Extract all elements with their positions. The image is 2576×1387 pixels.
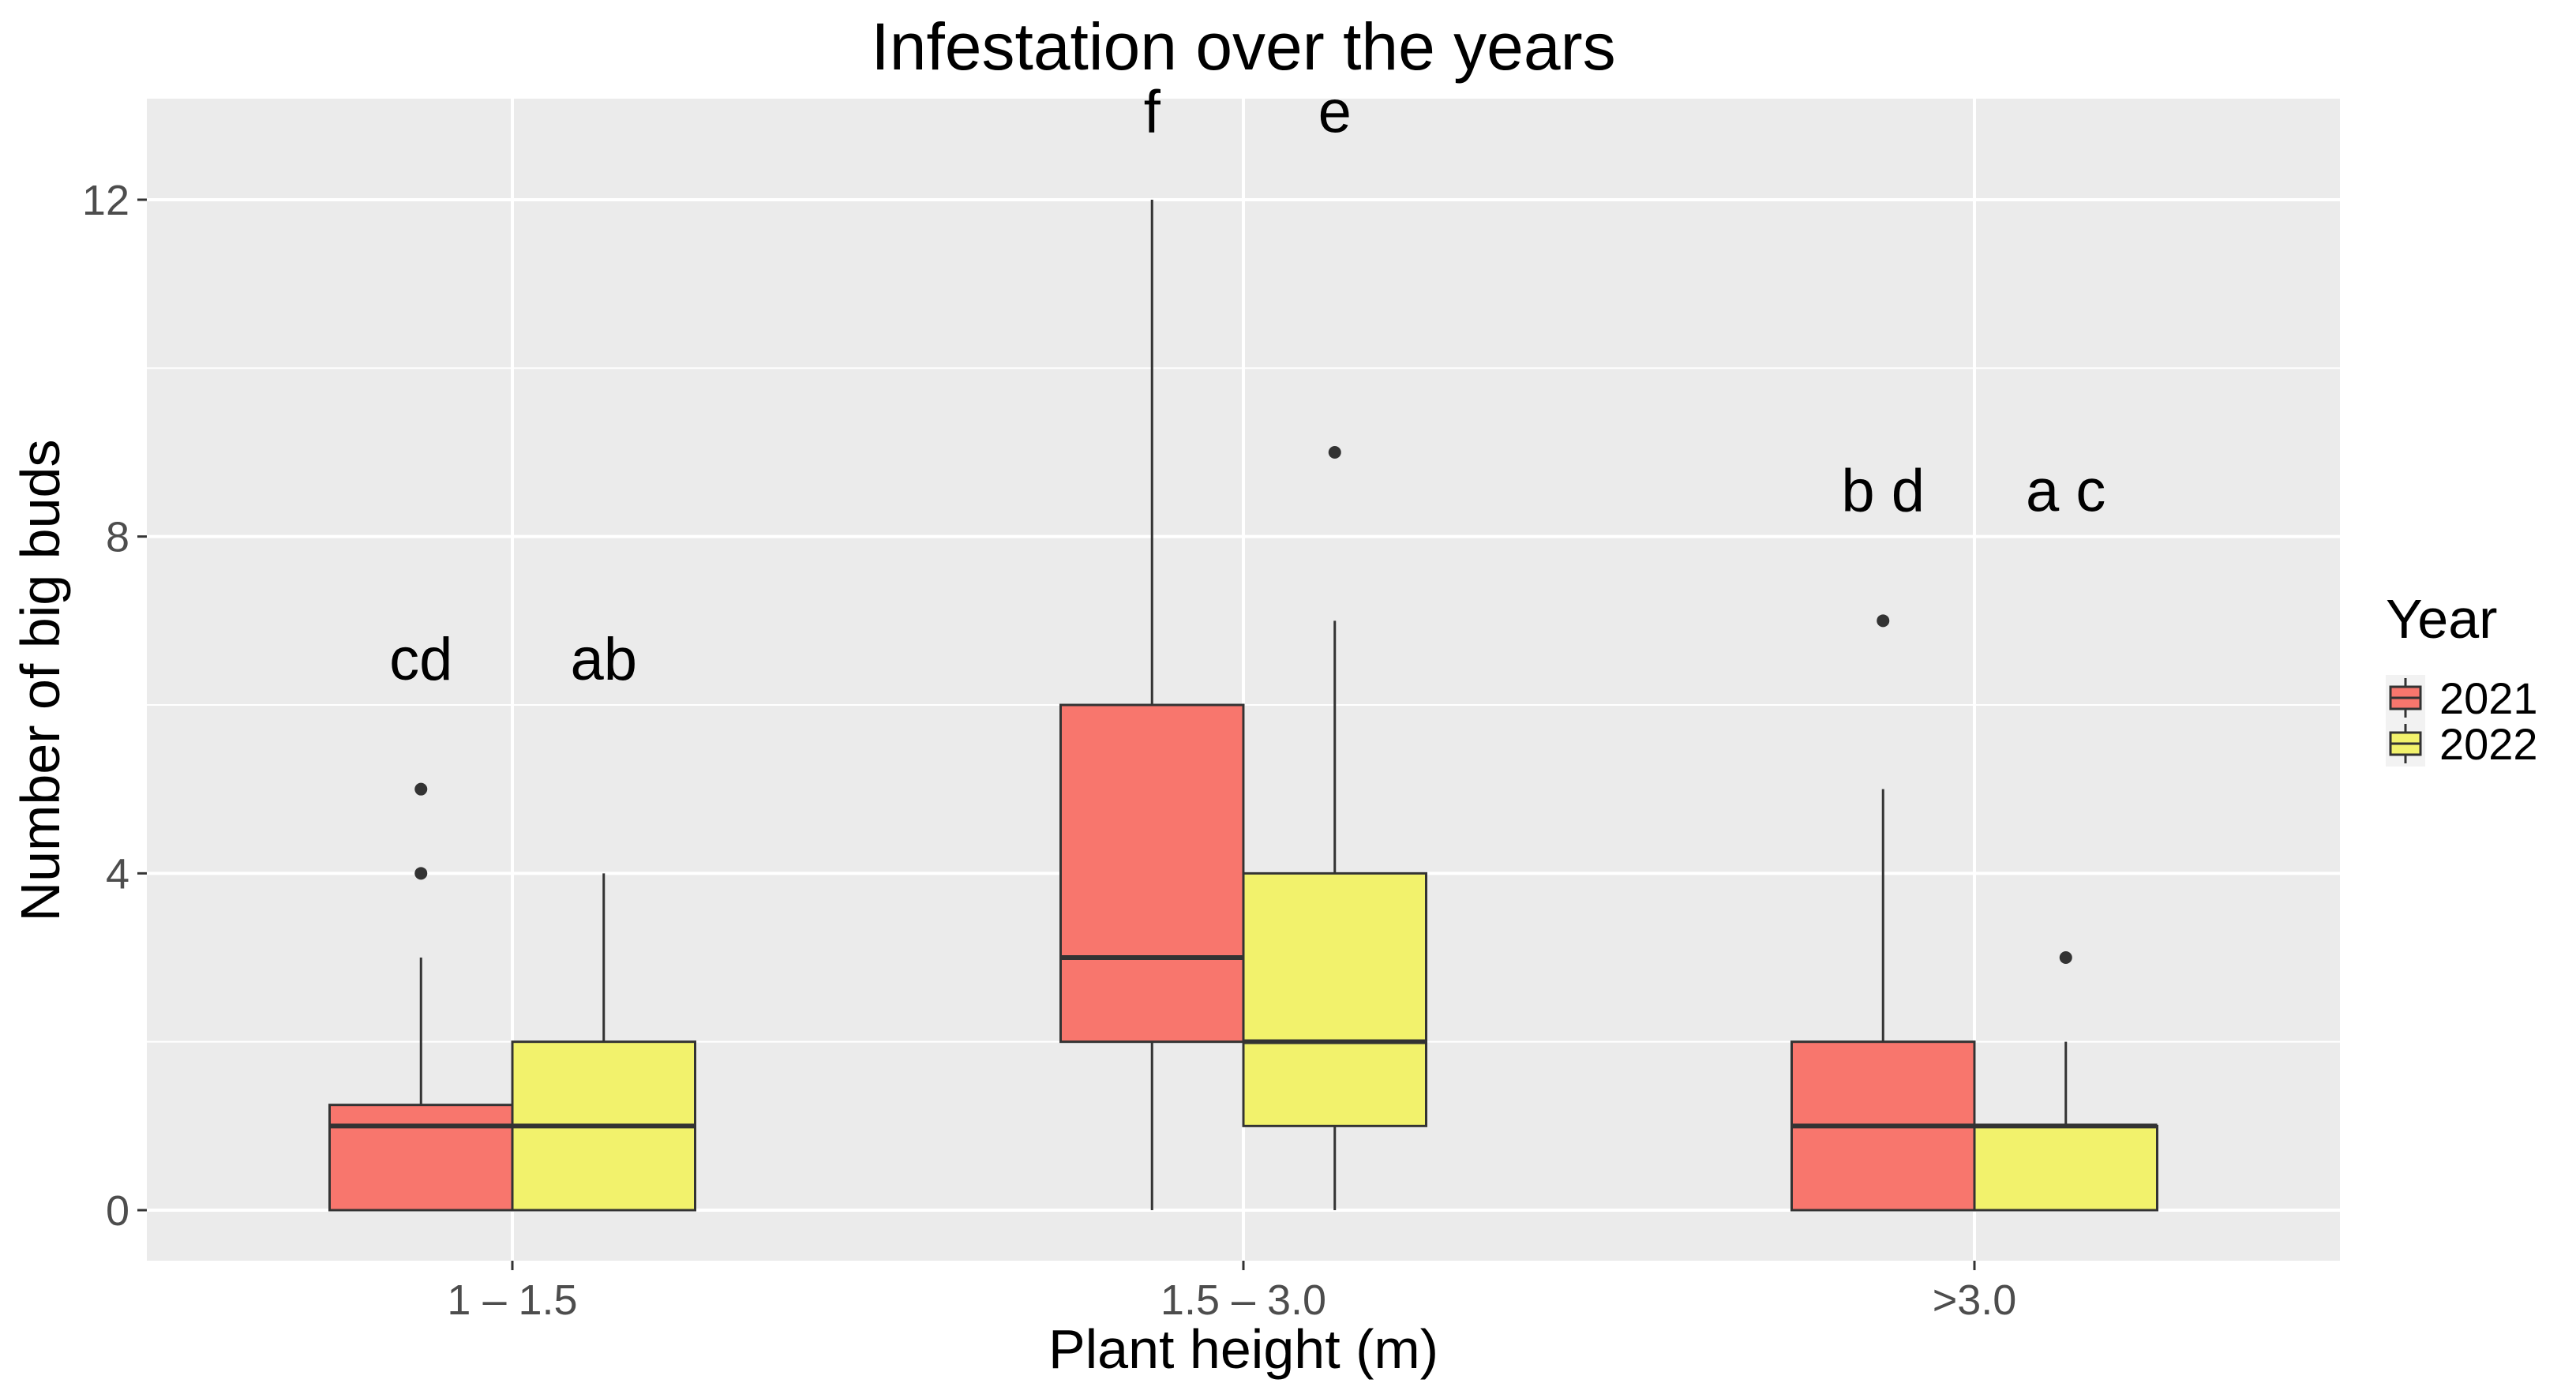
box-2021-1: [1059, 200, 1245, 1210]
box-iqr: [1059, 703, 1245, 1044]
significance-letter: b d: [1841, 458, 1925, 525]
y-tick-label: 12: [82, 177, 129, 224]
outlier-point: [1877, 614, 1890, 628]
box-iqr: [328, 1104, 514, 1212]
significance-letter: ab: [570, 626, 637, 693]
outlier-point: [414, 867, 428, 880]
legend-label: 2021: [2439, 673, 2538, 723]
outlier-point: [1328, 446, 1341, 459]
y-tick-label: 4: [106, 850, 129, 898]
box-iqr: [1973, 1124, 2158, 1212]
significance-letter: cd: [389, 626, 452, 693]
legend-item-2022: 2022: [2386, 719, 2538, 769]
box-iqr: [1242, 872, 1427, 1127]
box-2022-2: [1973, 951, 2158, 1212]
y-tick-label: 0: [106, 1187, 129, 1235]
x-axis-title: Plant height (m): [1048, 1318, 1438, 1380]
box-2022-1: [1242, 446, 1427, 1210]
legend-label: 2022: [2439, 719, 2538, 769]
x-tick-label: 1 – 1.5: [447, 1276, 577, 1324]
y-axis-title: Number of big buds: [9, 440, 71, 922]
legend-title: Year: [2386, 588, 2497, 650]
x-tick-label: 1.5 – 3.0: [1161, 1276, 1326, 1324]
outlier-point: [414, 782, 428, 796]
outlier-point: [2059, 951, 2072, 964]
x-tick-label: >3.0: [1933, 1276, 2017, 1324]
significance-letter: a c: [2026, 458, 2105, 525]
chart-title: Infestation over the years: [871, 9, 1615, 84]
y-tick-label: 8: [106, 514, 129, 561]
box-2021-2: [1790, 614, 1976, 1212]
significance-letter: f: [1144, 79, 1161, 146]
legend-item-2021: 2021: [2386, 673, 2538, 723]
box-2022-0: [511, 873, 696, 1212]
significance-letter: e: [1318, 79, 1352, 146]
